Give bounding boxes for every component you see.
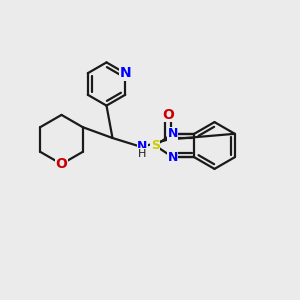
Text: H: H — [138, 148, 147, 159]
Text: N: N — [167, 127, 178, 140]
Text: O: O — [56, 157, 68, 171]
Text: N: N — [167, 151, 178, 164]
Text: O: O — [162, 108, 174, 122]
Text: N: N — [119, 66, 131, 80]
Text: S: S — [151, 139, 160, 152]
Text: N: N — [137, 140, 148, 153]
